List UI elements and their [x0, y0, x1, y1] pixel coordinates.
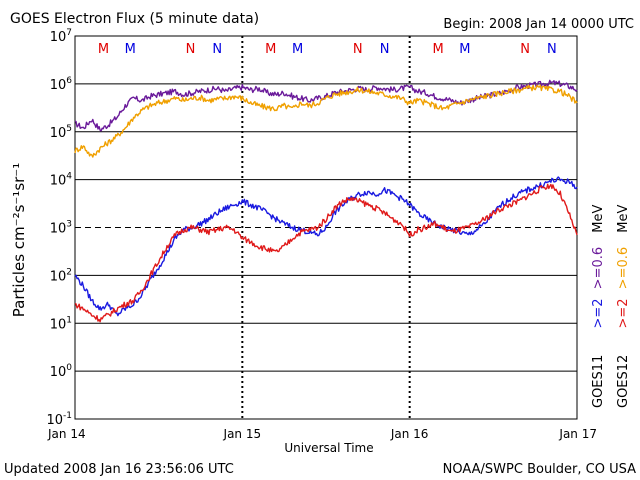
- magnetopause-marker: N: [186, 42, 196, 57]
- begin-date-label: Begin: 2008 Jan 14 0000 UTC: [443, 17, 634, 32]
- horizontal-gridlines: [75, 83, 577, 372]
- series-line: [74, 183, 578, 323]
- day-divider-lines: [241, 36, 411, 419]
- data-source-credit: NOAA/SWPC Boulder, CO USA: [443, 462, 636, 477]
- y-axis-label: Particles cm⁻²s⁻¹sr⁻¹: [10, 163, 28, 317]
- y-tick-label: 100: [50, 363, 73, 380]
- magnetopause-marker: M: [459, 42, 470, 57]
- magnetopause-marker: M: [125, 42, 136, 57]
- magnetopause-marker: M: [265, 42, 276, 57]
- x-axis-tick-labels: Jan 14 Jan 15 Jan 16 Jan 17: [47, 427, 597, 441]
- magnetopause-marker: M: [98, 42, 109, 57]
- legend-goes12-e2: >=2: [616, 298, 631, 328]
- magnetopause-marker: N: [547, 42, 557, 57]
- magnetopause-marker: M: [433, 42, 444, 57]
- svg-text:GOES12 >=2 >=0.6: GOES12 >=2 >=0.6 MeV: [616, 205, 631, 408]
- legend-goes12-e06: >=0.6: [616, 247, 631, 289]
- legend-goes11-unit: MeV: [591, 205, 606, 233]
- y-tick-label: 104: [50, 172, 73, 189]
- magnetopause-marker: N: [520, 42, 530, 57]
- y-tick-label: 101: [50, 315, 72, 332]
- y-tick-label: 107: [50, 28, 72, 45]
- x-tick-label: Jan 15: [223, 427, 262, 441]
- legend-goes11-e06: >=0.6: [591, 247, 606, 289]
- y-tick-label: 102: [50, 267, 72, 284]
- chart-title: GOES Electron Flux (5 minute data): [10, 11, 259, 27]
- magnetopause-marker: N: [212, 42, 222, 57]
- y-tick-label: 105: [50, 124, 72, 141]
- magnetopause-marker: M: [292, 42, 303, 57]
- y-tick-label: 106: [50, 76, 73, 93]
- updated-timestamp: Updated 2008 Jan 16 23:56:06 UTC: [4, 462, 234, 477]
- x-axis-label: Universal Time: [284, 441, 373, 455]
- legend-goes11-e2: >=2: [591, 298, 606, 328]
- x-tick-label: Jan 16: [390, 427, 429, 441]
- legend-goes12-sat: GOES12: [616, 355, 631, 408]
- y-axis-tick-labels: 107 106 105 104 103 102 101 100 10-1: [46, 28, 72, 428]
- magnetopause-marker: N: [380, 42, 390, 57]
- series-line: [74, 84, 578, 158]
- legend-goes11: GOES11 >=2 >=0.6 MeV: [591, 205, 606, 408]
- legend-goes12-unit: MeV: [616, 205, 631, 233]
- svg-text:GOES11 >=2 >=0.6: GOES11 >=2 >=0.6 MeV: [591, 205, 606, 408]
- x-tick-label: Jan 14: [47, 427, 86, 441]
- y-tick-label: 10-1: [46, 411, 72, 428]
- y-tick-label: 103: [50, 220, 72, 237]
- x-tick-label: Jan 17: [558, 427, 597, 441]
- magnetopause-marker: N: [353, 42, 363, 57]
- flux-series: [74, 79, 578, 323]
- series-line: [74, 176, 578, 317]
- legend-goes12: GOES12 >=2 >=0.6 MeV: [616, 205, 631, 408]
- legend-goes11-sat: GOES11: [591, 355, 606, 408]
